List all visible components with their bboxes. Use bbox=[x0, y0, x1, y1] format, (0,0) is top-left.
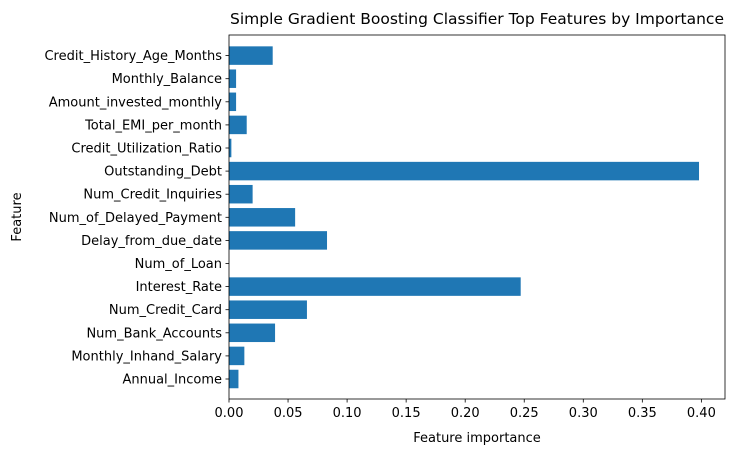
y-tick-label: Credit_History_Age_Months bbox=[44, 49, 222, 64]
y-tick-label: Num_Credit_Card bbox=[109, 303, 222, 318]
x-tick-label: 0.25 bbox=[510, 406, 539, 421]
bar-num-credit-inquiries bbox=[229, 184, 253, 204]
y-tick-label: Num_Bank_Accounts bbox=[86, 326, 222, 341]
x-tick-label: 0.05 bbox=[274, 406, 303, 421]
plot-frame bbox=[228, 34, 726, 400]
bar-num-of-delayed-payment bbox=[229, 208, 296, 227]
bar-credit-history-age-months bbox=[229, 46, 273, 65]
y-tick-label: Num_of_Delayed_Payment bbox=[49, 211, 222, 226]
y-tick-label: Credit_Utilization_Ratio bbox=[71, 142, 222, 157]
y-axis-ticks: Annual_Income Monthly_Inhand_Salary Num_Ba… bbox=[44, 49, 229, 388]
bar-num-credit-card bbox=[229, 300, 307, 319]
bar-interest-rate bbox=[229, 277, 521, 296]
y-tick-label: Monthly_Inhand_Salary bbox=[71, 349, 222, 364]
x-tick-label: 0.00 bbox=[215, 406, 244, 421]
bar-total-emi-per-month bbox=[229, 115, 247, 135]
bars-group bbox=[229, 46, 700, 389]
y-tick-label: Amount_invested_monthly bbox=[49, 95, 223, 110]
chart-title: Simple Gradient Boosting Classifier Top … bbox=[230, 10, 724, 28]
x-tick-label: 0.35 bbox=[628, 406, 657, 421]
y-axis-label: Feature bbox=[10, 192, 25, 241]
bar-annual-income bbox=[229, 369, 239, 389]
y-tick-label: Annual_Income bbox=[122, 373, 222, 388]
bar-num-bank-accounts bbox=[229, 323, 276, 343]
x-axis-ticks: 0.00 0.05 0.10 0.15 0.20 0.25 0.30 0.35 0.40 bbox=[215, 399, 716, 421]
x-tick-label: 0.20 bbox=[451, 406, 480, 421]
x-axis-label: Feature importance bbox=[413, 431, 541, 446]
bar-monthly-inhand-salary bbox=[229, 346, 245, 366]
y-tick-label: Outstanding_Debt bbox=[104, 165, 222, 180]
y-tick-label: Total_EMI_per_month bbox=[84, 118, 222, 133]
bar-delay-from-due-date bbox=[229, 231, 328, 250]
bar-credit-utilization-ratio bbox=[229, 138, 232, 158]
x-tick-label: 0.10 bbox=[333, 406, 362, 421]
y-tick-label: Num_Credit_Inquiries bbox=[83, 188, 222, 203]
x-tick-label: 0.40 bbox=[687, 406, 716, 421]
y-tick-label: Interest_Rate bbox=[136, 280, 222, 295]
y-tick-label: Delay_from_due_date bbox=[81, 234, 222, 249]
x-tick-label: 0.15 bbox=[392, 406, 421, 421]
bar-amount-invested-monthly bbox=[229, 92, 237, 112]
y-tick-label: Monthly_Balance bbox=[112, 72, 222, 87]
x-tick-label: 0.30 bbox=[569, 406, 598, 421]
bar-monthly-balance bbox=[229, 69, 237, 88]
bar-outstanding-debt bbox=[229, 161, 700, 181]
y-tick-label: Num_of_Loan bbox=[135, 257, 222, 272]
